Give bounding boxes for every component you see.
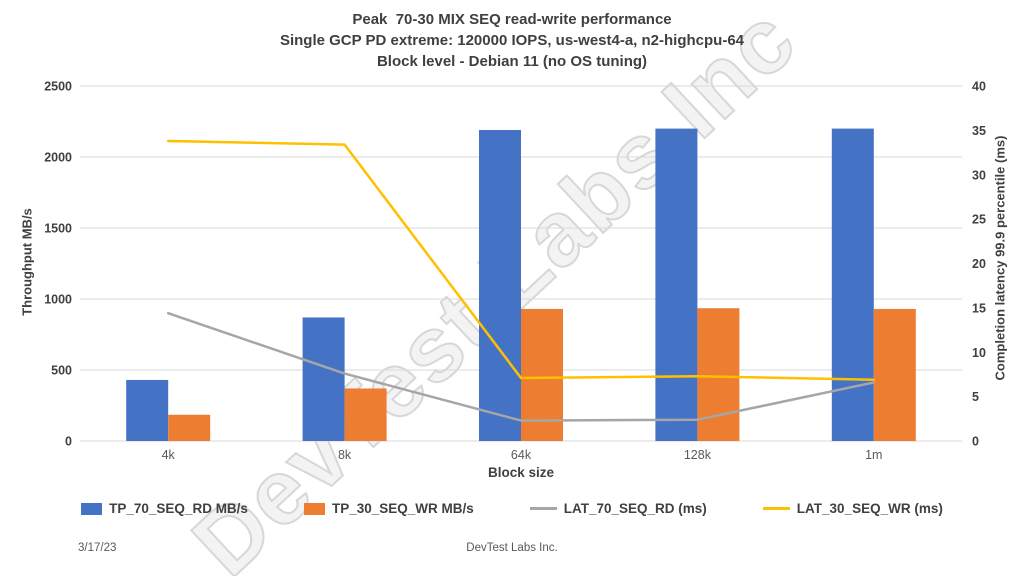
bar-read-128k [655,128,698,441]
bar-write-128k [697,308,740,441]
write-bar-swatch-icon [303,502,325,515]
right-axis-tick-label: 5 [972,390,979,404]
x-axis-category-label: 8k [338,448,352,462]
bar-write-64k [521,308,563,441]
x-axis-category-label: 64k [511,448,532,462]
left-axis-tick-label: 2500 [44,80,72,94]
bar-read-1m [831,128,874,441]
legend: TP_70_SEQ_RD MB/s TP_30_SEQ_WR MB/s LAT_… [0,501,1024,516]
read-bar-swatch-icon [81,502,103,515]
chart-title-line-3: Block level - Debian 11 (no OS tuning) [376,53,648,70]
legend-label: TP_70_SEQ_RD MB/s [109,501,248,516]
legend-label: LAT_30_SEQ_WR (ms) [796,501,943,516]
x-axis-category-label: 1m [865,448,882,462]
right-axis-tick-label: 25 [972,213,986,227]
right-axis-tick-label: 20 [972,257,986,271]
read-latency-line [166,311,876,422]
left-axis-tick-label: 1500 [44,222,72,236]
footer-date: 3/17/23 [78,542,117,554]
right-axis-tick-label: 30 [972,168,986,182]
right-axis-tick-label: 40 [972,80,986,94]
legend-item-lat-70-seq-rd: LAT_70_SEQ_RD (ms) [529,501,707,516]
right-axis-tick-label: 0 [972,435,979,449]
legend-label: LAT_70_SEQ_RD (ms) [563,501,707,516]
right-axis-tick-label: 10 [972,346,986,360]
x-axis-title: Block size [487,465,555,480]
legend-item-lat-30-seq-wr: LAT_30_SEQ_WR (ms) [762,501,943,516]
left-axis-title: Throughput MB/s [19,208,35,316]
right-axis-title: Completion latency 99.9 percentile (ms) [992,135,1008,381]
legend-label: TP_30_SEQ_WR MB/s [331,501,474,516]
legend-item-tp-30-seq-wr: TP_30_SEQ_WR MB/s [303,501,474,516]
write-latency-line [166,139,876,382]
x-axis-category-label: 128k [684,448,712,462]
bar-write-1m [873,308,916,441]
bar-read-8k [302,317,345,441]
x-axis-category-label: 4k [162,448,176,462]
bar-write-4k [168,414,211,441]
right-axis-tick-label: 35 [972,124,986,138]
bar-read-64k [479,130,521,441]
bar-read-4k [126,379,169,441]
left-axis-tick-label: 1000 [44,293,72,307]
footer-company: DevTest Labs Inc. [466,542,558,554]
chart-title-line-1: Peak 70-30 MIX SEQ read-write performanc… [352,11,672,28]
write-latency-line-swatch-icon [762,507,790,510]
right-axis-tick-label: 15 [972,301,986,315]
chart-title-line-2: Single GCP PD extreme: 120000 IOPS, us-w… [279,32,745,49]
left-axis-tick-label: 500 [51,364,72,378]
bar-write-8k [344,388,387,441]
legend-item-tp-70-seq-rd: TP_70_SEQ_RD MB/s [81,501,248,516]
read-latency-line-swatch-icon [529,507,557,510]
left-axis-tick-label: 2000 [44,151,72,165]
left-axis-tick-label: 0 [65,435,72,449]
chart-title: Peak 70-30 MIX SEQ read-write performanc… [0,9,1024,72]
